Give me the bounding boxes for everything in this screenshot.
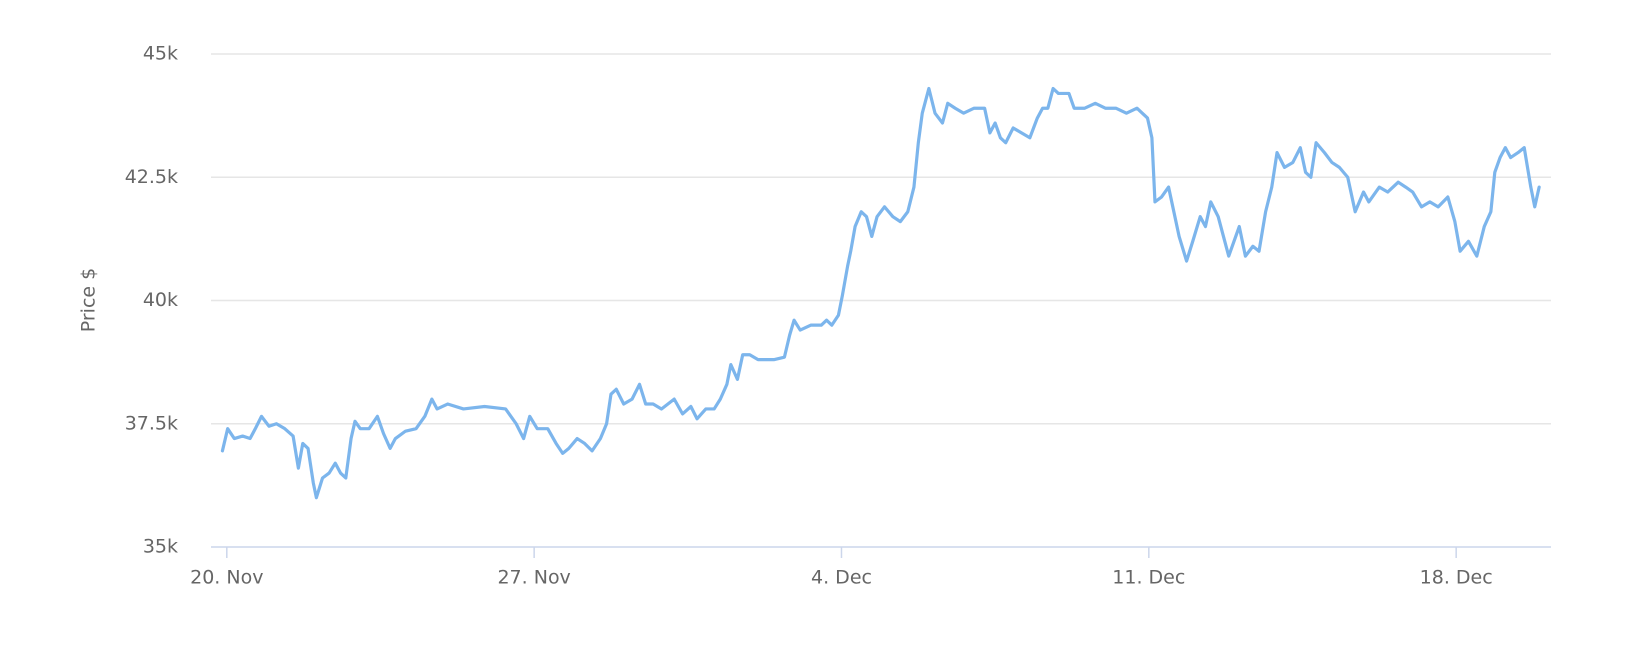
x-tick-label: 27. Nov: [497, 567, 570, 589]
x-tick-label: 18. Dec: [1420, 567, 1493, 589]
y-tick-label: 42.5k: [125, 166, 178, 188]
x-tick-label: 4. Dec: [811, 567, 872, 589]
price-line: [220, 86, 1541, 500]
x-tick-label: 20. Nov: [190, 567, 263, 589]
x-tick-label: 11. Dec: [1112, 567, 1185, 589]
y-tick-label: 35k: [143, 536, 178, 558]
y-tick-label: 45k: [143, 43, 178, 65]
y-tick-label: 40k: [143, 289, 178, 311]
y-tick-label: 37.5k: [125, 412, 178, 434]
y-axis-label: Price $: [78, 268, 100, 332]
